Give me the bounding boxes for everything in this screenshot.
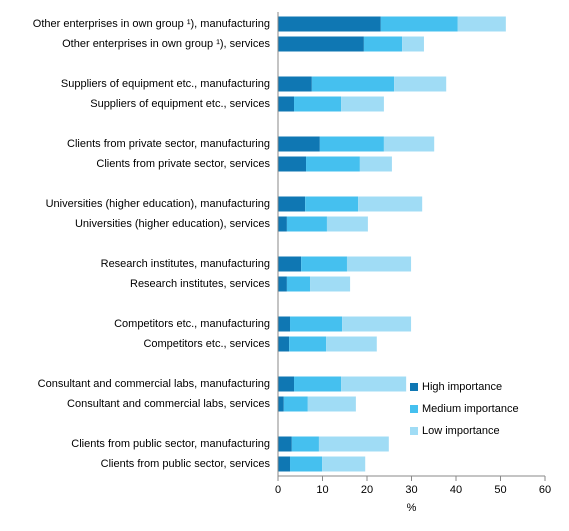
bar-segment <box>283 396 308 412</box>
bar-segment <box>278 156 307 172</box>
bar-segment <box>278 196 306 212</box>
bar-segment <box>294 96 342 112</box>
y-tick-label: Competitors etc., manufacturing <box>114 318 270 330</box>
bar-segment <box>341 96 384 112</box>
y-tick-label: Universities (higher education), manufac… <box>46 198 270 210</box>
bar-segment <box>278 76 312 92</box>
bar-segment <box>278 216 287 232</box>
y-tick-label: Suppliers of equipment etc., manufacturi… <box>61 78 270 90</box>
x-tick-label: 60 <box>539 484 551 496</box>
bar-segment <box>383 136 435 152</box>
bar-segment <box>311 76 395 92</box>
bar-segment <box>294 376 342 392</box>
legend-swatch <box>410 427 418 435</box>
bar-segment <box>278 36 364 52</box>
bar-segment <box>290 456 323 472</box>
bar-segment <box>358 196 423 212</box>
y-tick-label: Suppliers of equipment etc., services <box>90 98 270 110</box>
bar-segment <box>307 396 356 412</box>
legend-swatch <box>410 405 418 413</box>
bar-segment <box>301 256 347 272</box>
x-tick-label: 20 <box>361 484 373 496</box>
bar-segment <box>290 316 343 332</box>
bar-segment <box>278 256 302 272</box>
y-tick-label: Clients from public sector, services <box>101 458 271 470</box>
x-tick-label: 10 <box>316 484 328 496</box>
bar-segment <box>319 136 384 152</box>
bar-segment <box>363 36 403 52</box>
y-tick-label: Clients from private sector, manufacturi… <box>67 138 270 150</box>
y-tick-label: Consultant and commercial labs, services <box>67 398 270 410</box>
bar-segment <box>342 316 412 332</box>
bar-segment <box>326 216 368 232</box>
y-tick-label: Research institutes, services <box>130 278 270 290</box>
x-tick-label: 40 <box>450 484 462 496</box>
y-tick-label: Clients from private sector, services <box>96 158 270 170</box>
bar-segment <box>278 276 287 292</box>
bar-segment <box>457 16 506 32</box>
bar-segment <box>359 156 392 172</box>
bar-segment <box>278 96 295 112</box>
bar-segment <box>278 316 291 332</box>
y-tick-label: Competitors etc., services <box>143 338 270 350</box>
bar-segment <box>346 256 412 272</box>
legend-label: Low importance <box>422 425 500 437</box>
bar-segment <box>326 336 377 352</box>
x-tick-label: 50 <box>494 484 506 496</box>
bar-segment <box>278 336 290 352</box>
y-tick-label: Clients from public sector, manufacturin… <box>71 438 270 450</box>
bar-segment <box>278 376 295 392</box>
y-tick-label: Universities (higher education), service… <box>75 218 271 230</box>
bar-segment <box>278 396 284 412</box>
bar-segment <box>278 16 381 32</box>
bar-segment <box>322 456 366 472</box>
x-tick-label: 30 <box>405 484 417 496</box>
bar-segment <box>286 276 311 292</box>
bar-segment <box>310 276 351 292</box>
bar-segment <box>394 76 447 92</box>
bar-segment <box>286 216 327 232</box>
x-axis-label: % <box>407 502 417 514</box>
legend-swatch <box>410 383 418 391</box>
x-tick-label: 0 <box>275 484 281 496</box>
legend-label: Medium importance <box>422 403 519 415</box>
bar-segment <box>402 36 424 52</box>
legend-label: High importance <box>422 381 502 393</box>
bar-segment <box>305 196 359 212</box>
bar-segment <box>380 16 458 32</box>
bar-segment <box>306 156 360 172</box>
bar-segment <box>289 336 327 352</box>
y-tick-label: Other enterprises in own group ¹), manuf… <box>33 18 270 30</box>
bar-segment <box>291 436 319 452</box>
y-tick-label: Consultant and commercial labs, manufact… <box>38 378 270 390</box>
y-tick-label: Research institutes, manufacturing <box>101 258 270 270</box>
y-tick-label: Other enterprises in own group ¹), servi… <box>62 38 270 50</box>
bar-segment <box>318 436 389 452</box>
bar-segment <box>278 136 320 152</box>
bar-segment <box>278 456 291 472</box>
bar-segment <box>278 436 292 452</box>
bar-segment <box>341 376 407 392</box>
